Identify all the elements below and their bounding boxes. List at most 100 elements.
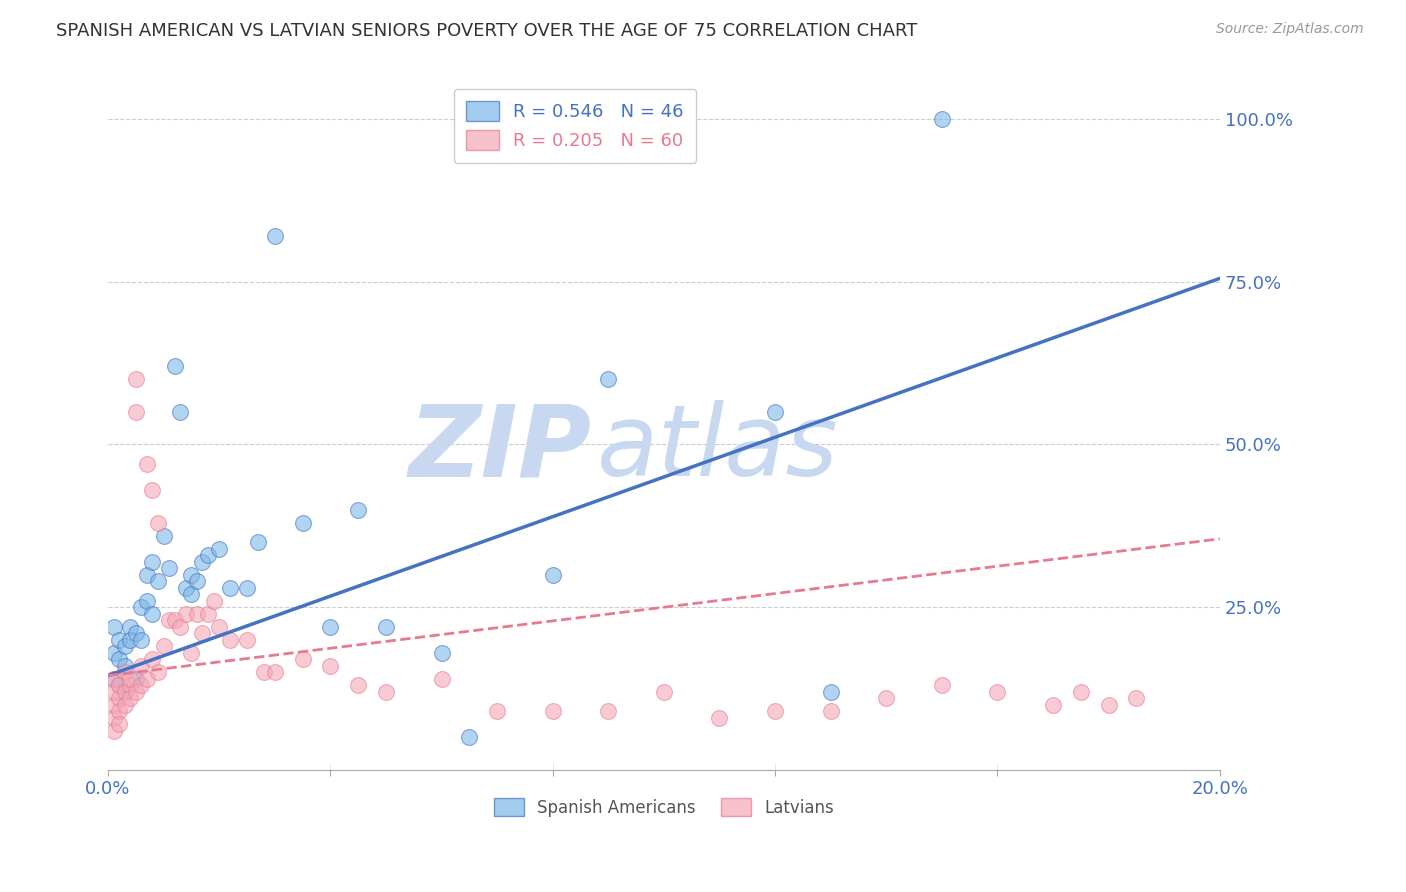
Point (458, 731, 481, 745)
Point (197, 607, 219, 621)
Point (180, 587, 202, 601)
Point (135, 457, 157, 471)
Point (1042, 698, 1064, 712)
Point (236, 581, 259, 595)
Point (114, 698, 136, 712)
Point (120, 632, 142, 647)
Point (108, 678, 131, 692)
Point (108, 632, 131, 647)
Text: SPANISH AMERICAN VS LATVIAN SENIORS POVERTY OVER THE AGE OF 75 CORRELATION CHART: SPANISH AMERICAN VS LATVIAN SENIORS POVE… (56, 22, 918, 40)
Point (486, 705, 509, 719)
Point (135, 672, 157, 686)
Point (169, 620, 191, 634)
Point (541, 567, 564, 582)
Point (108, 678, 131, 692)
Point (763, 705, 786, 719)
Text: ZIP: ZIP (409, 401, 592, 497)
Point (180, 646, 202, 660)
Point (152, 640, 174, 654)
Point (103, 620, 125, 634)
Point (135, 593, 157, 607)
Point (146, 574, 169, 589)
Point (114, 658, 136, 673)
Point (202, 593, 225, 607)
Point (108, 691, 131, 706)
Point (152, 528, 174, 542)
Point (131, 632, 153, 647)
Point (875, 691, 897, 706)
Point (374, 685, 396, 699)
Point (430, 646, 453, 660)
Point (103, 711, 125, 725)
Point (820, 685, 842, 699)
Point (1125, 691, 1147, 706)
Point (541, 705, 564, 719)
Point (141, 652, 163, 666)
Point (131, 600, 153, 615)
Point (174, 581, 197, 595)
Point (114, 685, 136, 699)
Point (236, 632, 259, 647)
Point (291, 652, 314, 666)
Point (157, 561, 180, 575)
Point (125, 372, 148, 386)
Point (108, 717, 131, 731)
Point (114, 685, 136, 699)
Point (180, 567, 202, 582)
Point (103, 672, 125, 686)
Point (103, 646, 125, 660)
Point (247, 535, 270, 549)
Point (186, 574, 208, 589)
Point (108, 705, 131, 719)
Point (598, 372, 620, 386)
Point (146, 516, 169, 530)
Point (103, 698, 125, 712)
Point (114, 665, 136, 680)
Point (169, 405, 191, 419)
Point (114, 640, 136, 654)
Point (1070, 685, 1092, 699)
Point (174, 607, 197, 621)
Point (197, 548, 219, 562)
Point (103, 685, 125, 699)
Point (163, 613, 186, 627)
Point (1097, 698, 1119, 712)
Point (120, 691, 142, 706)
Point (191, 626, 214, 640)
Point (186, 607, 208, 621)
Point (125, 685, 148, 699)
Point (219, 581, 242, 595)
Point (146, 665, 169, 680)
Point (141, 607, 163, 621)
Point (120, 620, 142, 634)
Point (931, 678, 953, 692)
Point (131, 658, 153, 673)
Point (763, 405, 786, 419)
Point (986, 685, 1008, 699)
Point (141, 483, 163, 497)
Point (208, 541, 231, 556)
Point (120, 678, 142, 692)
Point (291, 516, 314, 530)
Text: atlas: atlas (598, 401, 839, 497)
Point (125, 405, 148, 419)
Point (652, 685, 675, 699)
Point (598, 705, 620, 719)
Point (347, 678, 370, 692)
Point (820, 705, 842, 719)
Point (125, 672, 148, 686)
Point (253, 665, 276, 680)
Point (319, 658, 342, 673)
Point (263, 229, 285, 244)
Point (191, 555, 214, 569)
Point (709, 711, 731, 725)
Legend: Spanish Americans, Latvians: Spanish Americans, Latvians (486, 791, 841, 823)
Point (430, 672, 453, 686)
Point (125, 626, 148, 640)
Text: Source: ZipAtlas.com: Source: ZipAtlas.com (1216, 22, 1364, 37)
Point (219, 632, 242, 647)
Point (319, 620, 342, 634)
Point (131, 678, 153, 692)
Point (120, 672, 142, 686)
Point (103, 723, 125, 738)
